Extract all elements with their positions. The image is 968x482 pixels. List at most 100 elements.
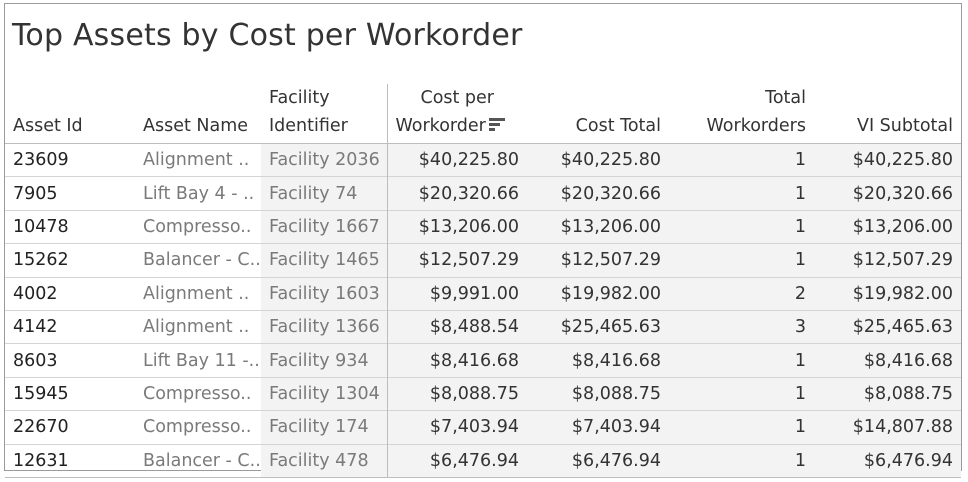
cell-cost-total[interactable]: $19,982.00 [527,276,669,311]
table-body: 23609 Alignment .. Facility 2036 $40,225.80… [5,142,961,478]
cell-cost-per-workorder[interactable]: $20,320.66 [386,176,527,211]
cell-asset-id[interactable]: 4002 [5,276,135,311]
cell-asset-id[interactable]: 15262 [5,243,135,278]
cell-asset-id[interactable]: 8603 [5,343,135,378]
cell-facility[interactable]: Facility 1603 [261,276,387,311]
cell-asset-name[interactable]: Balancer - C.. [135,443,261,478]
cell-asset-name[interactable]: Lift Bay 11 -.. [135,343,261,378]
header-asset-id-line2: Asset Id [13,116,83,136]
cell-total-workorders[interactable]: 1 [669,176,814,211]
cell-asset-name[interactable]: Alignment .. [135,142,261,177]
cell-total-workorders[interactable]: 1 [669,243,814,278]
cell-vi-subtotal[interactable]: $6,476.94 [814,443,961,478]
header-cost-per-wo-line1: Cost per [420,88,495,108]
table-view: Top Assets by Cost per Workorder Asset I… [4,3,962,478]
cell-vi-subtotal[interactable]: $8,416.68 [814,343,961,378]
header-total-workorders[interactable]: Total Workorders [669,84,814,144]
cell-facility[interactable]: Facility 1667 [261,209,387,244]
cell-vi-subtotal[interactable]: $25,465.63 [814,309,961,344]
cell-cost-total[interactable]: $12,507.29 [527,243,669,278]
cell-asset-id[interactable]: 10478 [5,209,135,244]
cell-facility[interactable]: Facility 74 [261,176,387,211]
cell-asset-name[interactable]: Compresso.. [135,209,261,244]
sort-descending-icon[interactable] [488,118,505,132]
cell-cost-total[interactable]: $6,476.94 [527,443,669,478]
table-row[interactable]: 22670 Compresso.. Facility 174 $7,403.94 $7,… [5,410,961,445]
cell-total-workorders[interactable]: 3 [669,309,814,344]
cell-facility[interactable]: Facility 174 [261,410,387,445]
header-asset-id[interactable]: Asset Id [5,84,135,144]
cell-cost-total[interactable]: $13,206.00 [527,209,669,244]
table-row[interactable]: 8603 Lift Bay 11 -.. Facility 934 $8,416.68… [5,343,961,378]
cell-cost-per-workorder[interactable]: $8,416.68 [386,343,527,378]
cell-total-workorders[interactable]: 1 [669,209,814,244]
cell-vi-subtotal[interactable]: $8,088.75 [814,376,961,411]
cell-vi-subtotal[interactable]: $19,982.00 [814,276,961,311]
header-facility-line1: Facility [269,88,330,108]
header-asset-name-line2: Asset Name [143,116,249,136]
cell-cost-per-workorder[interactable]: $8,488.54 [386,309,527,344]
cell-cost-total[interactable]: $7,403.94 [527,410,669,445]
cell-facility[interactable]: Facility 934 [261,343,387,378]
header-total-wo-line2: Workorders [706,116,806,136]
header-cost-total[interactable]: Cost Total [527,84,669,144]
table-row[interactable]: 15945 Compresso.. Facility 1304 $8,088.75 $8… [5,376,961,411]
cell-total-workorders[interactable]: 1 [669,443,814,478]
cell-cost-total[interactable]: $40,225.80 [527,142,669,177]
header-cost-total-line2: Cost Total [575,116,661,136]
cell-asset-name[interactable]: Alignment .. [135,309,261,344]
cell-cost-total[interactable]: $8,088.75 [527,376,669,411]
cell-cost-per-workorder[interactable]: $7,403.94 [386,410,527,445]
table-row[interactable]: 4142 Alignment .. Facility 1366 $8,488.54 $2… [5,309,961,344]
cell-total-workorders[interactable]: 1 [669,410,814,445]
cell-cost-total[interactable]: $20,320.66 [527,176,669,211]
data-table: Asset Id Asset Name Facility Identifier … [5,84,961,478]
cell-facility[interactable]: Facility 1465 [261,243,387,278]
cell-vi-subtotal[interactable]: $12,507.29 [814,243,961,278]
cell-facility[interactable]: Facility 2036 [261,142,387,177]
header-cost-per-workorder[interactable]: Cost per Workorder [386,84,527,144]
table-row[interactable]: 15262 Balancer - C.. Facility 1465 $12,507.… [5,243,961,278]
cell-cost-per-workorder[interactable]: $40,225.80 [386,142,527,177]
cell-cost-per-workorder[interactable]: $12,507.29 [386,243,527,278]
cell-asset-id[interactable]: 15945 [5,376,135,411]
cell-vi-subtotal[interactable]: $14,807.88 [814,410,961,445]
cell-asset-id[interactable]: 22670 [5,410,135,445]
cell-asset-id[interactable]: 12631 [5,443,135,478]
cell-asset-name[interactable]: Compresso.. [135,376,261,411]
cell-facility[interactable]: Facility 478 [261,443,387,478]
cell-vi-subtotal[interactable]: $40,225.80 [814,142,961,177]
header-facility-line2: Identifier [269,116,348,136]
header-vi-subtotal-line2: VI Subtotal [856,116,953,136]
chart-title: Top Assets by Cost per Workorder [12,18,523,53]
cell-total-workorders[interactable]: 2 [669,276,814,311]
header-asset-name[interactable]: Asset Name [135,84,261,144]
header-facility-identifier[interactable]: Facility Identifier [261,84,387,144]
cell-asset-name[interactable]: Alignment .. [135,276,261,311]
cell-facility[interactable]: Facility 1304 [261,376,387,411]
cell-asset-id[interactable]: 4142 [5,309,135,344]
cell-facility[interactable]: Facility 1366 [261,309,387,344]
table-row[interactable]: 23609 Alignment .. Facility 2036 $40,225.80… [5,142,961,177]
cell-vi-subtotal[interactable]: $20,320.66 [814,176,961,211]
cell-vi-subtotal[interactable]: $13,206.00 [814,209,961,244]
cell-cost-total[interactable]: $25,465.63 [527,309,669,344]
cell-asset-id[interactable]: 23609 [5,142,135,177]
table-row[interactable]: 4002 Alignment .. Facility 1603 $9,991.00 $1… [5,276,961,311]
table-row[interactable]: 12631 Balancer - C.. Facility 478 $6,476.94… [5,443,961,478]
header-vi-subtotal[interactable]: VI Subtotal [814,84,961,144]
cell-asset-name[interactable]: Compresso.. [135,410,261,445]
cell-total-workorders[interactable]: 1 [669,343,814,378]
cell-cost-total[interactable]: $8,416.68 [527,343,669,378]
cell-cost-per-workorder[interactable]: $9,991.00 [386,276,527,311]
cell-asset-name[interactable]: Lift Bay 4 - .. [135,176,261,211]
cell-asset-name[interactable]: Balancer - C.. [135,243,261,278]
table-row[interactable]: 7905 Lift Bay 4 - .. Facility 74 $20,320.66… [5,176,961,211]
cell-cost-per-workorder[interactable]: $13,206.00 [386,209,527,244]
cell-cost-per-workorder[interactable]: $8,088.75 [386,376,527,411]
cell-total-workorders[interactable]: 1 [669,142,814,177]
cell-asset-id[interactable]: 7905 [5,176,135,211]
cell-total-workorders[interactable]: 1 [669,376,814,411]
cell-cost-per-workorder[interactable]: $6,476.94 [386,443,527,478]
table-row[interactable]: 10478 Compresso.. Facility 1667 $13,206.00 $… [5,209,961,244]
